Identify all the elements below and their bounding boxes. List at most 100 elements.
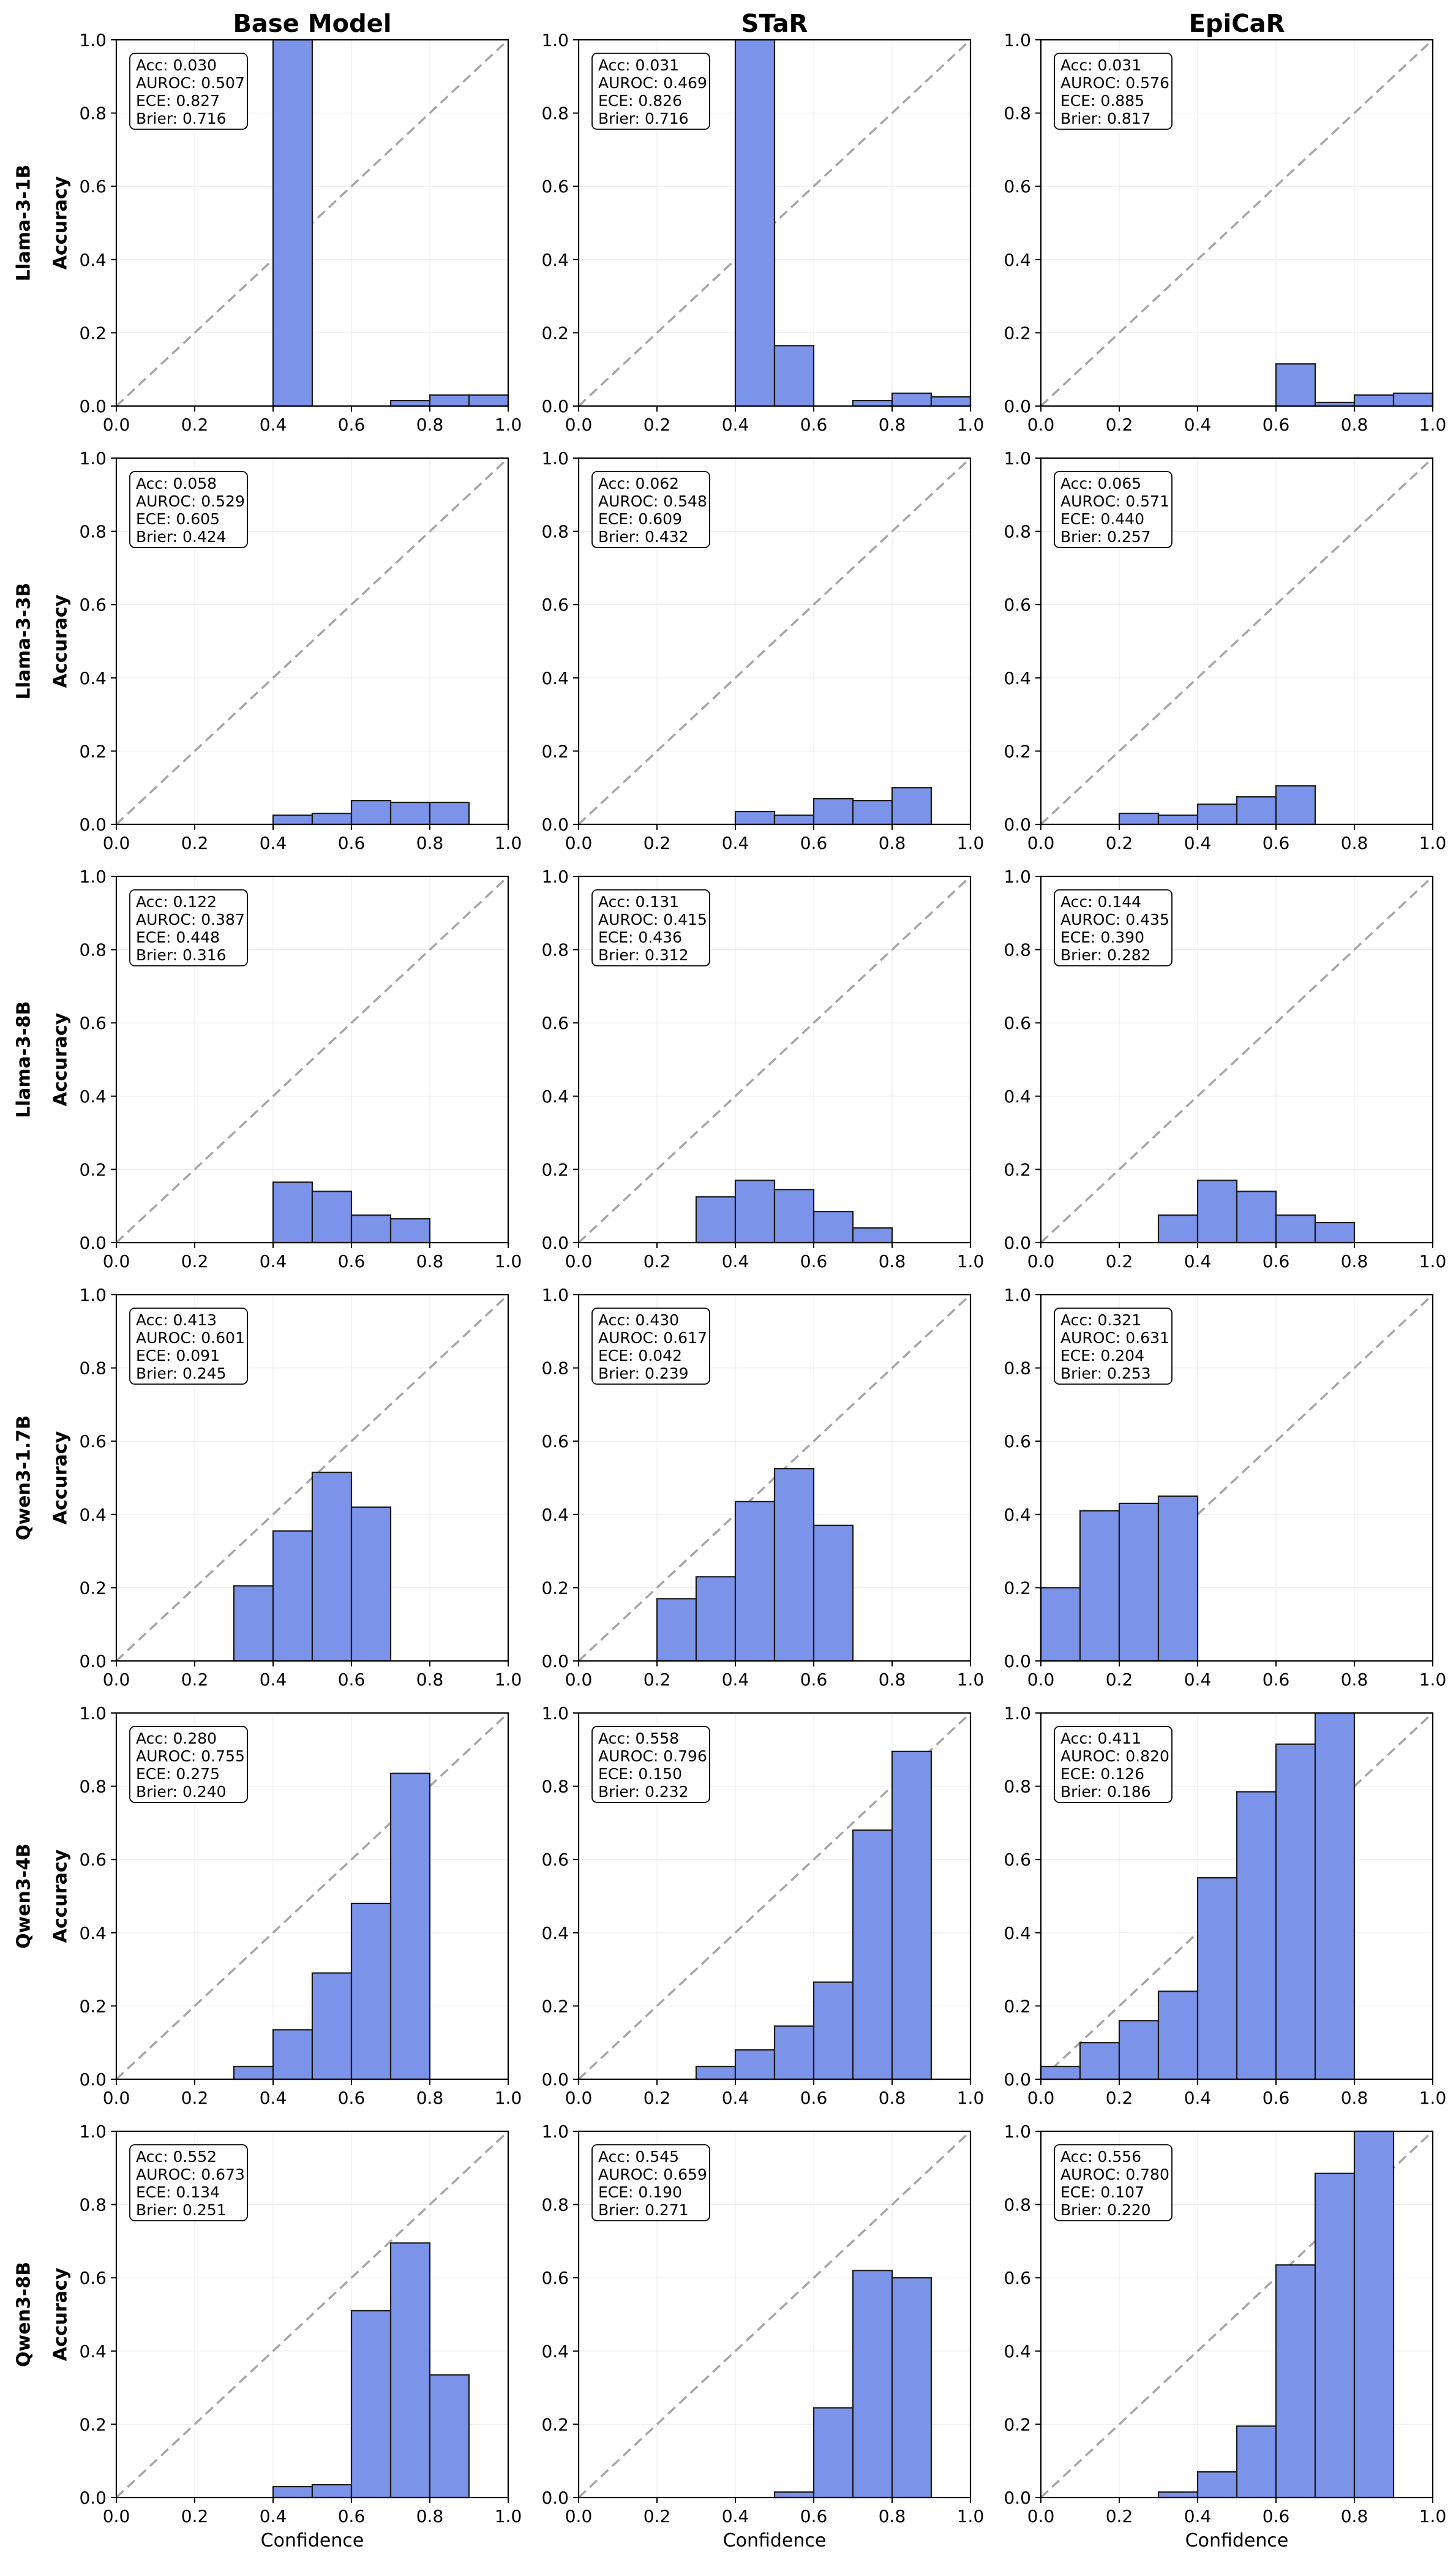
y-tick-label: 1.0 <box>541 2121 569 2142</box>
x-tick-label: 0.8 <box>416 833 444 853</box>
accuracy-bar <box>773 814 815 826</box>
y-tick-label: 0.6 <box>1004 1013 1031 1033</box>
x-tick-label: 0.2 <box>1106 2088 1133 2108</box>
accuracy-bar <box>429 394 470 407</box>
stat-line: Brier: 0.232 <box>598 1783 689 1801</box>
y-tick-label: 0.2 <box>1004 2414 1031 2434</box>
accuracy-bar <box>1275 785 1316 826</box>
plot-frame <box>1040 39 1434 407</box>
stat-line: AUROC: 0.415 <box>598 911 707 928</box>
stat-line: AUROC: 0.673 <box>136 2166 245 2183</box>
accuracy-bar <box>891 392 933 407</box>
y-tick-label: 1.0 <box>541 867 569 887</box>
x-tick-label: 0.6 <box>338 2088 366 2108</box>
y-tick-label: 0.2 <box>79 323 107 343</box>
y-tick-label: 1.0 <box>1004 1703 1031 1723</box>
accuracy-bar <box>1196 1180 1238 1244</box>
y-tick-label: 0.4 <box>541 1505 569 1525</box>
x-tick-label: 0.2 <box>1106 833 1133 853</box>
perfect-calibration-line <box>1040 875 1434 1244</box>
x-tick-label: 1.0 <box>957 1670 985 1690</box>
accuracy-bar <box>1236 796 1277 826</box>
y-tick-label: 0.6 <box>541 1850 569 1870</box>
y-tick-label: 0.8 <box>541 940 569 960</box>
y-tick-label: 0.6 <box>1004 1850 1031 1870</box>
stat-line: Brier: 0.245 <box>136 1365 227 1382</box>
accuracy-bar <box>695 2065 737 2080</box>
stats-box <box>591 889 710 966</box>
x-tick-label: 0.8 <box>416 415 444 435</box>
perfect-calibration-line <box>1040 457 1434 826</box>
plot-frame <box>1040 875 1434 1244</box>
calibration-panel: 0.0 0.2 0.4 0.6 0.8 1.0 0.0 0.2 0.4 0.6 0.8 1.0 Accu… <box>50 1703 522 2108</box>
y-tick-label: 0.0 <box>541 396 569 416</box>
x-tick-label: 0.6 <box>800 2506 828 2526</box>
y-tick-label: 0.4 <box>541 1923 569 1943</box>
accuracy-bar <box>812 1524 854 1662</box>
x-tick-label: 1.0 <box>495 833 522 853</box>
x-tick-label: 0.8 <box>416 2088 444 2108</box>
calibration-panel: 0.0 0.2 0.4 0.6 0.8 1.0 0.0 0.2 0.4 0.6 0.8 1.0 Accu… <box>50 448 522 853</box>
y-tick-label: 1.0 <box>541 1703 569 1723</box>
accuracy-bar <box>812 1211 854 1244</box>
y-tick-label: 0.0 <box>79 396 107 416</box>
y-axis-label: Accuracy <box>50 1012 72 1106</box>
stat-line: ECE: 0.091 <box>136 1347 220 1365</box>
accuracy-bar <box>1118 812 1160 826</box>
y-tick-label: 1.0 <box>79 867 107 887</box>
accuracy-bar <box>930 396 972 407</box>
x-tick-label: 0.0 <box>1027 2506 1055 2526</box>
calibration-panel: 0.0 0.2 0.4 0.6 0.8 1.0 0.0 0.2 0.4 0.6 0.8 1.0 Acc:… <box>541 867 984 1271</box>
x-tick-label: 0.6 <box>1263 415 1290 435</box>
x-tick-label: 0.0 <box>103 833 130 853</box>
x-tick-label: 0.0 <box>565 833 593 853</box>
calibration-panel: 0.0 0.2 0.4 0.6 0.8 1.0 0.0 0.2 0.4 0.6 0.8 1.0 Acc:… <box>541 1285 984 1690</box>
y-tick-label: 1.0 <box>79 1703 107 1723</box>
y-tick-label: 0.0 <box>541 2069 569 2090</box>
y-tick-label: 0.0 <box>1004 1651 1031 1671</box>
stat-line: Brier: 0.432 <box>598 528 689 546</box>
y-axis-label: Accuracy <box>50 594 72 688</box>
x-tick-label: 0.0 <box>1027 415 1055 435</box>
stats-box <box>591 2144 710 2221</box>
x-tick-label: 0.4 <box>260 415 287 435</box>
x-tick-label: 0.4 <box>260 1251 287 1271</box>
y-tick-label: 1.0 <box>79 448 107 469</box>
row-label: Llama-3-8B <box>13 1001 35 1118</box>
accuracy-bar <box>1157 814 1199 826</box>
y-tick-label: 0.2 <box>1004 323 1031 343</box>
accuracy-bar <box>1157 1214 1199 1244</box>
x-tick-label: 0.6 <box>338 1251 366 1271</box>
stat-line: AUROC: 0.435 <box>1060 911 1169 928</box>
stat-line: AUROC: 0.469 <box>598 74 707 92</box>
y-tick-label: 0.6 <box>1004 2268 1031 2288</box>
y-tick-label: 1.0 <box>1004 2121 1031 2142</box>
stat-line: ECE: 0.126 <box>1060 1765 1144 1783</box>
y-tick-label: 0.8 <box>541 104 569 124</box>
x-tick-label: 0.4 <box>260 2506 287 2526</box>
x-tick-label: 0.2 <box>644 415 671 435</box>
accuracy-bar <box>1196 1877 1238 2080</box>
x-tick-label: 0.8 <box>1341 2088 1368 2108</box>
accuracy-bar <box>852 1829 893 2080</box>
y-tick-label: 0.8 <box>1004 1777 1031 1797</box>
stat-line: ECE: 0.827 <box>136 92 220 110</box>
accuracy-bar <box>734 2049 776 2080</box>
accuracy-bar <box>1314 2172 1356 2499</box>
accuracy-bar <box>1157 1495 1199 1662</box>
stat-line: AUROC: 0.507 <box>136 74 245 92</box>
x-tick-label: 0.4 <box>722 415 749 435</box>
x-tick-label: 0.8 <box>879 415 906 435</box>
x-tick-label: 0.8 <box>416 1670 444 1690</box>
x-tick-label: 0.2 <box>181 833 209 853</box>
y-axis-label: Accuracy <box>50 176 72 269</box>
accuracy-bar <box>852 2270 893 2499</box>
stat-line: AUROC: 0.571 <box>1060 492 1169 510</box>
x-axis-label: Confidence <box>723 2530 827 2551</box>
y-tick-label: 0.0 <box>1004 2488 1031 2508</box>
row-label: Llama-3-3B <box>13 583 35 700</box>
accuracy-bar <box>233 1585 274 1662</box>
y-tick-label: 0.8 <box>79 940 107 960</box>
accuracy-bar <box>773 2025 815 2080</box>
